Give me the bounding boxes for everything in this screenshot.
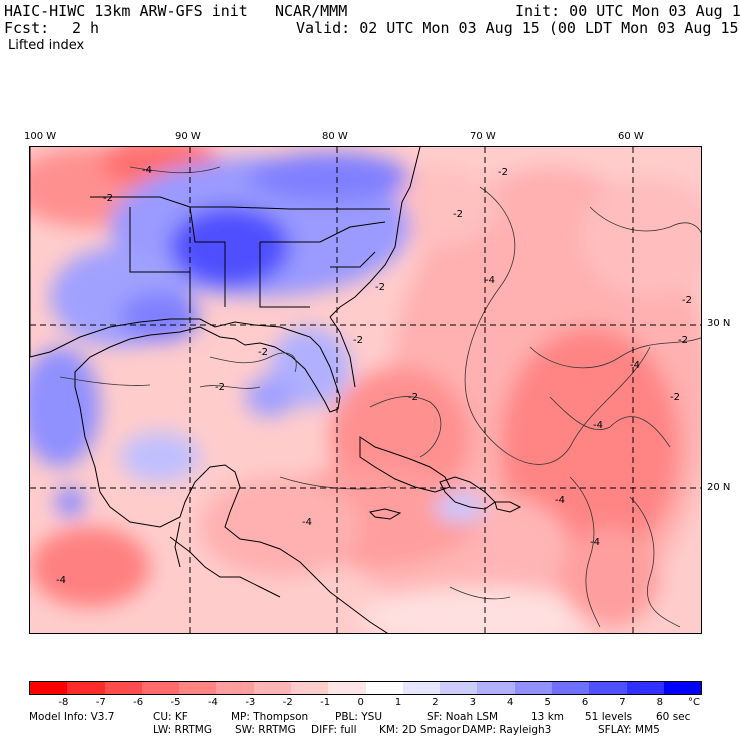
colorbar-swatch: [67, 682, 105, 694]
colorbar-tick-label: -8: [58, 697, 69, 708]
contour-label: -2: [215, 382, 225, 393]
colorbar-swatch: [551, 682, 590, 694]
contour-label: -2: [353, 335, 363, 346]
colorbar-tick-label: -7: [95, 697, 106, 708]
model-info-item: KM: 2D Smagor: [379, 724, 461, 736]
contour-label: -2: [453, 209, 463, 220]
colorbar-tick-label: 5: [544, 697, 551, 708]
colorbar-tick-label: 6: [581, 697, 589, 708]
colorbar-swatch: [402, 682, 441, 694]
contour-label: -2: [670, 392, 680, 403]
colorbar-unit: °C: [688, 697, 700, 708]
colorbar-swatch: [663, 682, 702, 694]
lifted-index-map: -4 -2 -2 -2 -2 -2 -4 -2 -4 -2 -2 -4 -4 -…: [29, 146, 702, 634]
model-info-item: 51 levels: [585, 711, 633, 723]
colorbar-tick-label: 1: [394, 697, 402, 708]
colorbar-tick-label: 4: [507, 697, 514, 708]
colorbar: [29, 681, 702, 695]
lat-label-30n: 30 N: [707, 318, 731, 329]
colorbar-tick-label: -1: [320, 697, 331, 708]
contour-label: -2: [258, 347, 268, 358]
lon-label-90w: 90 W: [175, 131, 201, 142]
colorbar-swatch: [30, 682, 68, 694]
contour-label: -4: [142, 165, 152, 176]
forecast-hour: 2 h: [72, 19, 100, 37]
contour-label: -4: [593, 420, 603, 431]
contour-label: -2: [498, 167, 508, 178]
model-info-item: Model Info: V3.7: [29, 711, 115, 723]
model-info-item: CU: KF: [153, 711, 188, 723]
colorbar-tick-label: 8: [656, 697, 663, 708]
model-info-item: SFLAY: MM5: [598, 724, 660, 736]
colorbar-tick-label: 0: [357, 697, 364, 708]
field-name: Lifted index: [8, 38, 85, 53]
colorbar-tick-label: 2: [432, 697, 439, 708]
lon-label-80w: 80 W: [322, 131, 348, 142]
contour-label: -2: [678, 335, 688, 346]
colorbar-swatch: [514, 682, 552, 694]
contour-label: -4: [630, 360, 640, 371]
model-info-item: DAMP: Rayleigh3: [462, 724, 552, 736]
colorbar-swatch: [253, 682, 291, 694]
model-title: HAIC-HIWC 13km ARW-GFS init: [4, 2, 248, 20]
lon-label-100w: 100 W: [24, 131, 57, 142]
contour-label: -4: [56, 575, 66, 586]
colorbar-swatch: [589, 682, 627, 694]
colorbar-swatch: [365, 682, 403, 694]
colorbar-swatch: [290, 682, 329, 694]
colorbar-swatch: [477, 682, 515, 694]
colorbar-tick-label: -3: [245, 697, 256, 708]
colorbar-tick-label: -4: [207, 697, 218, 708]
model-info-item: MP: Thompson: [231, 711, 309, 723]
colorbar-swatch: [328, 682, 366, 694]
colorbar-swatch: [141, 682, 180, 694]
colorbar-swatch: [179, 682, 217, 694]
contour-label: -4: [485, 275, 495, 286]
model-info-item: 60 sec: [656, 711, 691, 723]
lat-label-20n: 20 N: [707, 482, 731, 493]
contour-label: -2: [375, 282, 385, 293]
contour-label: -4: [555, 495, 565, 506]
contour-label: -2: [682, 295, 692, 306]
model-info-item: LW: RRTMG: [153, 724, 212, 736]
contour-label: -4: [590, 537, 600, 548]
init-time: Init: 00 UTC Mon 03 Aug 15: [515, 2, 740, 20]
forecast-label: Fcst:: [4, 19, 50, 37]
colorbar-tick-label: -2: [282, 697, 293, 708]
colorbar-tick-label: 3: [469, 697, 477, 708]
model-info-item: DIFF: full: [311, 724, 357, 736]
colorbar-swatch: [104, 682, 142, 694]
colorbar-tick-label: -5: [170, 697, 181, 708]
model-info-item: SW: RRTMG: [235, 724, 296, 736]
colorbar-swatch: [626, 682, 664, 694]
colorbar-swatch: [216, 682, 254, 694]
lon-label-70w: 70 W: [470, 131, 496, 142]
contour-label: -2: [103, 193, 113, 204]
model-info-item: 13 km: [531, 711, 565, 723]
contour-label: -4: [302, 517, 312, 528]
lon-label-60w: 60 W: [618, 131, 644, 142]
colorbar-swatch: [440, 682, 478, 694]
colorbar-tick-label: 7: [619, 697, 626, 708]
model-info-item: SF: Noah LSM: [427, 711, 499, 723]
org-label: NCAR/MMM: [275, 2, 348, 20]
model-info-item: PBL: YSU: [335, 711, 383, 723]
valid-time: Valid: 02 UTC Mon 03 Aug 15 (00 LDT Mon …: [296, 19, 740, 37]
colorbar-tick-label: -6: [133, 697, 144, 708]
contour-label: -2: [408, 392, 418, 403]
